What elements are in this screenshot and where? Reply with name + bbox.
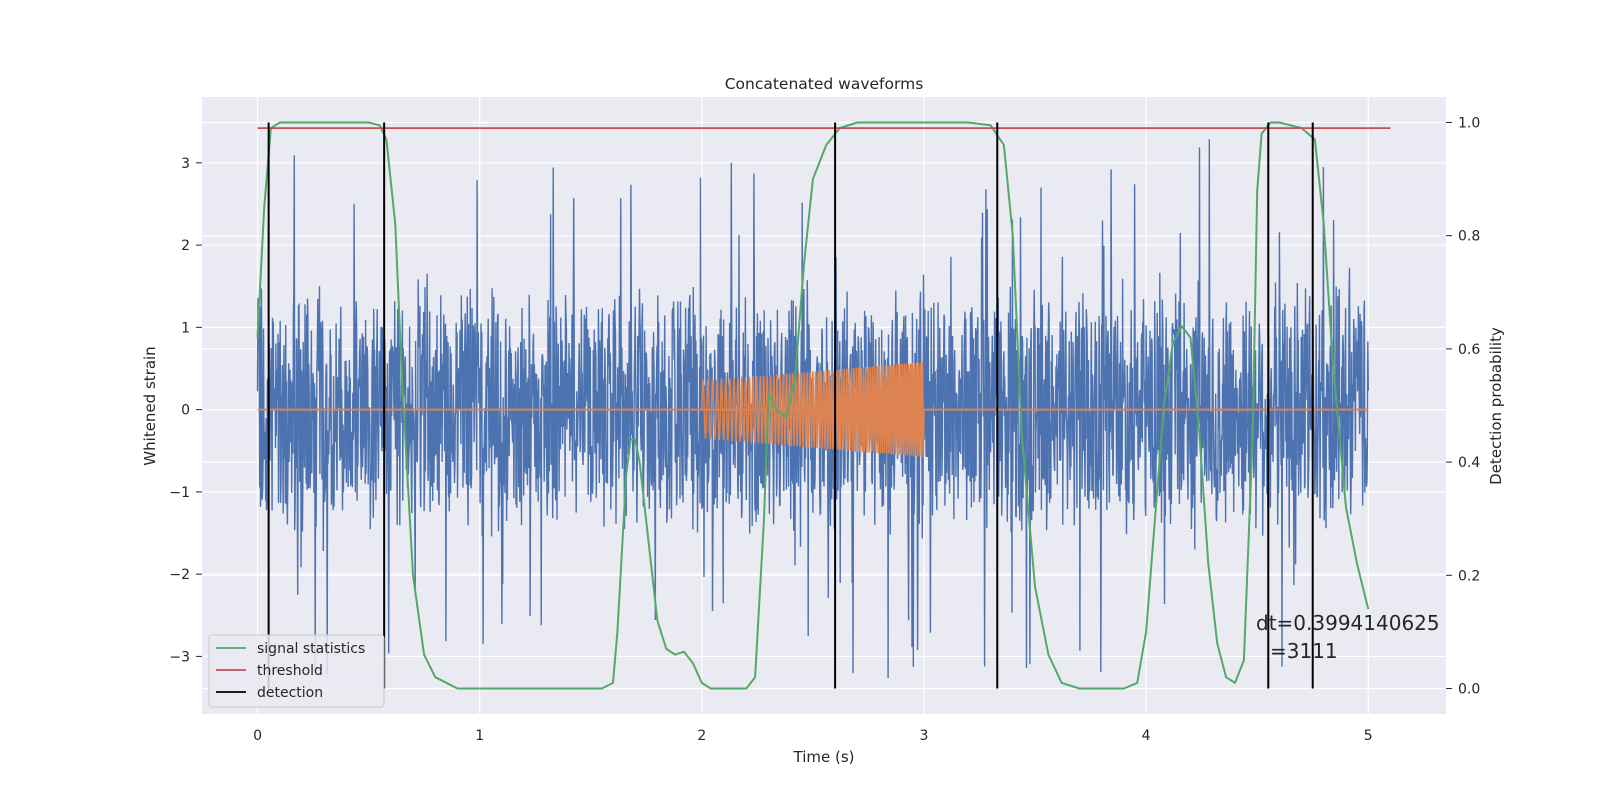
y-tick-label-left: 1 — [181, 320, 190, 336]
legend-label-threshold: threshold — [257, 663, 323, 679]
x-tick-label: 2 — [697, 728, 706, 744]
strain-noise-line — [256, 139, 1369, 679]
y-tick-label-left: 0 — [181, 403, 190, 419]
y-tick-label-right: 0.8 — [1458, 229, 1480, 245]
y-tick-label-left: −1 — [169, 485, 190, 501]
y-tick-label-right: 0.4 — [1458, 455, 1480, 471]
legend: signal statistics threshold detection — [208, 634, 385, 708]
strain-chirp-series — [257, 362, 1369, 458]
y-tick-label-right: 1.0 — [1458, 115, 1480, 131]
y-axis-left-label: Whitened strain — [141, 346, 159, 465]
probability-series — [256, 121, 1391, 690]
y-tick-label-left: −3 — [169, 649, 190, 665]
x-axis-label: Time (s) — [793, 748, 855, 766]
x-tick-label: 0 — [253, 728, 262, 744]
chart-title: Concatenated waveforms — [725, 75, 924, 93]
legend-box — [208, 634, 385, 708]
strain-chirp-line — [701, 362, 925, 458]
signal-statistics-line — [256, 121, 1370, 690]
annotation-dt: dt=0.3994140625 — [1256, 611, 1440, 635]
y-tick-label-left: 3 — [181, 156, 190, 172]
x-tick-label: 3 — [920, 728, 929, 744]
annotation-count: =3111 — [1270, 639, 1338, 663]
x-tick-label: 1 — [475, 728, 484, 744]
y-tick-label-right: 0.0 — [1458, 682, 1480, 698]
y-tick-label-left: 2 — [181, 238, 190, 254]
y-tick-label-left: −2 — [169, 567, 190, 583]
legend-label-detection: detection — [257, 685, 323, 701]
x-tick-label: 5 — [1364, 728, 1373, 744]
x-tick-label: 4 — [1142, 728, 1151, 744]
y-axis-right-label: Detection probability — [1487, 327, 1505, 485]
legend-label-signal: signal statistics — [257, 641, 365, 657]
y-tick-label-right: 0.6 — [1458, 342, 1480, 358]
tick-labels: 0 1 2 3 4 5 −3 −2 −1 0 1 2 3 0.0 0.2 0.4 0.6 0.8 1.0 — [169, 115, 1480, 744]
strain-noise-series — [256, 139, 1369, 679]
y-tick-label-right: 0.2 — [1458, 568, 1480, 584]
